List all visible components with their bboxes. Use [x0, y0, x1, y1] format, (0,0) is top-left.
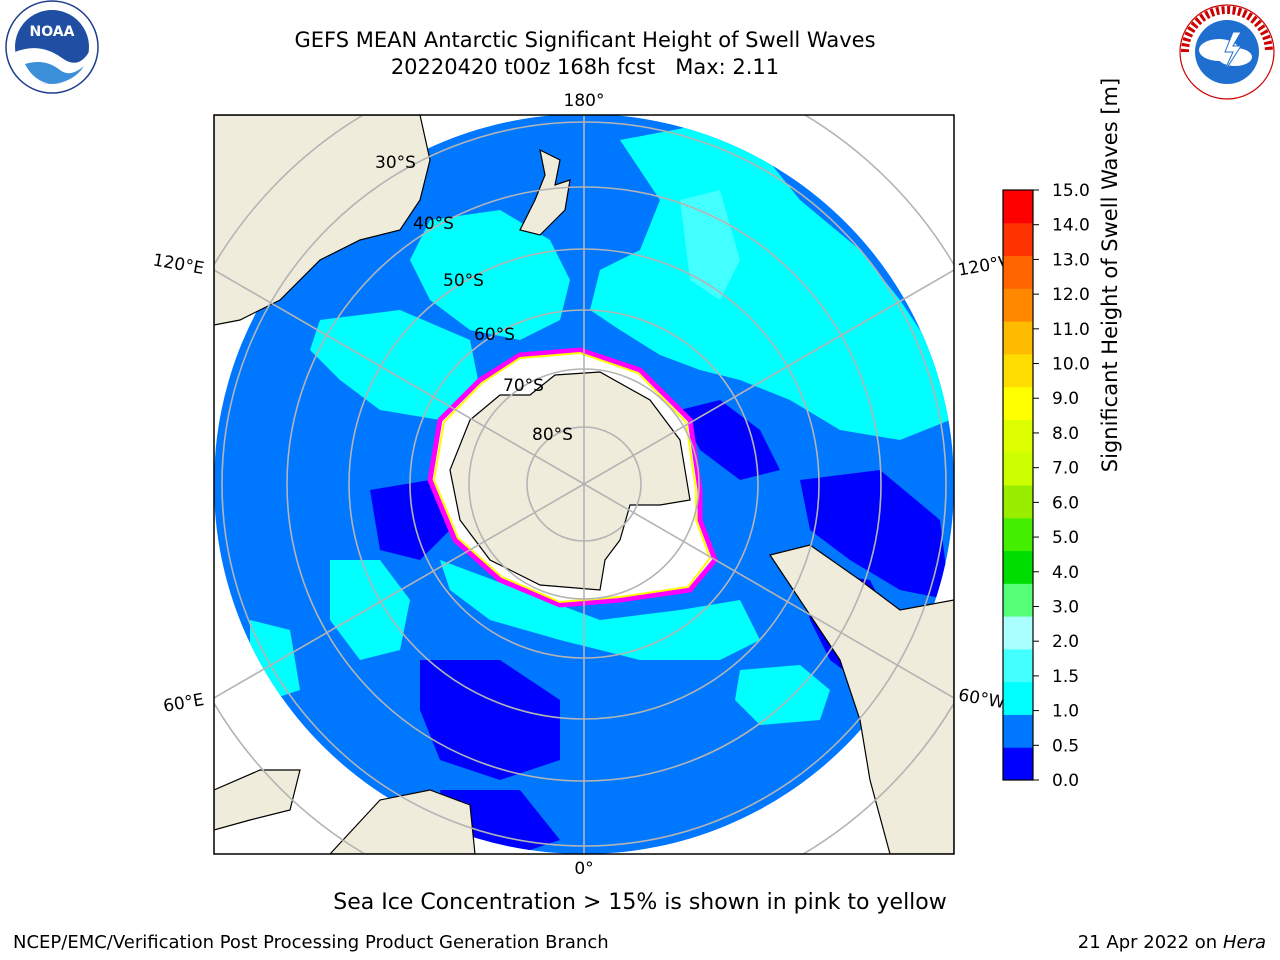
lon-label-60e: 60°E [162, 690, 206, 717]
colorbar-bin [1003, 321, 1033, 355]
colorbar-tick-label: 1.5 [1052, 667, 1079, 687]
lat-label-40s: 40°S [413, 214, 454, 234]
colorbar-tick-label: 2.0 [1052, 632, 1079, 652]
colorbar-tick-label: 13.0 [1052, 250, 1090, 270]
swell-area-low-south-africa [420, 660, 560, 780]
colorbar-tick-label: 3.0 [1052, 597, 1079, 617]
colorbar-tick-label: 6.0 [1052, 493, 1079, 513]
swell-area-weddell [440, 560, 760, 660]
colorbar-bin [1003, 648, 1033, 683]
lon-label-180: 180° [564, 91, 605, 111]
colorbar-bin [1003, 288, 1033, 322]
antarctica-land [449, 371, 691, 591]
lat-label-30s: 30°S [375, 153, 416, 173]
lat-label-60s: 60°S [474, 325, 515, 345]
sea-ice-edge-yellow [432, 351, 712, 604]
australia-land [214, 115, 431, 326]
lon-label-120e: 120°E [151, 250, 205, 279]
swell-area-low-drake [800, 470, 950, 600]
colorbar-tick-label: 14.0 [1052, 216, 1090, 236]
lat-label-80s: 80°S [532, 425, 573, 445]
footer-date-text: 21 Apr 2022 on [1077, 932, 1223, 953]
colorbar-tick-label: 4.0 [1052, 563, 1079, 583]
colorbar-bin [1003, 452, 1033, 486]
colorbar-bin [1003, 386, 1033, 420]
swell-area-low-indian [370, 480, 450, 560]
noaa-logo-text: NOAA [30, 24, 75, 40]
colorbar: 15.0 14.0 13.0 12.0 11.0 10.0 9.0 8.0 7.0 6.0 5.0 4… [1002, 181, 1090, 790]
sea-ice-note: Sea Ice Concentration > 15% is shown in … [333, 890, 947, 915]
colorbar-tick-label: 8.0 [1052, 424, 1079, 444]
colorbar-bin [1003, 190, 1033, 224]
colorbar-bin [1003, 550, 1033, 584]
colorbar-bins [1003, 190, 1033, 781]
colorbar-tick-label: 7.0 [1052, 459, 1079, 479]
colorbar-tick-label: 1.0 [1052, 702, 1079, 722]
new-zealand-land [519, 148, 571, 236]
colorbar-bin [1003, 616, 1033, 650]
colorbar-tick-label: 10.0 [1052, 355, 1090, 375]
south-america-land [769, 544, 954, 854]
polar-map: 180° 0° 120°E 120°W 60°E 60°W 30°S 40°S … [151, 91, 1017, 879]
footer-credit: NCEP/EMC/Verification Post Processing Pr… [13, 932, 609, 953]
colorbar-bin [1003, 747, 1033, 781]
colorbar-bin [1003, 714, 1033, 748]
footer-host: Hera [1222, 932, 1266, 953]
footer-date: 21 Apr 2022 on Hera [1078, 932, 1266, 953]
colorbar-bin [1003, 353, 1033, 388]
swell-area-low-amundsen [680, 400, 780, 480]
colorbar-bin [1003, 517, 1033, 552]
colorbar-tick-label: 5.0 [1052, 528, 1079, 548]
lon-label-0: 0° [574, 859, 593, 879]
colorbar-bin [1003, 255, 1033, 289]
colorbar-bin [1003, 681, 1033, 715]
swell-area-tasman [410, 210, 570, 340]
colorbar-frame [1002, 189, 1034, 781]
map-frame [213, 114, 955, 855]
colorbar-tick-label: 9.0 [1052, 389, 1079, 409]
colorbar-tick-label: 12.0 [1052, 285, 1090, 305]
graticule [214, 115, 954, 854]
madagascar-land [214, 769, 301, 831]
colorbar-label: Significant Height of Swell Waves [m] [1098, 77, 1122, 473]
map-title: GEFS MEAN Antarctic Significant Height o… [294, 28, 876, 52]
colorbar-tick-label: 0.0 [1052, 771, 1079, 790]
nws-logo [1179, 4, 1275, 100]
colorbar-tick-label: 0.5 [1052, 736, 1079, 756]
colorbar-tick-label: 15.0 [1052, 181, 1090, 201]
swell-area-south-of-australia [310, 310, 480, 420]
africa-land [329, 789, 476, 854]
colorbar-bin [1003, 485, 1033, 519]
lat-label-70s: 70°S [503, 376, 544, 396]
map-subtitle: 20220420 t00z 168h fcst Max: 2.11 [390, 55, 780, 79]
lat-label-50s: 50°S [443, 271, 484, 291]
colorbar-tick-label: 11.0 [1052, 320, 1090, 340]
continents [214, 115, 954, 854]
colorbar-bin [1003, 419, 1033, 453]
noaa-logo: NOAA [5, 0, 99, 94]
colorbar-bin [1003, 222, 1033, 257]
swell-area-peak [680, 190, 740, 300]
colorbar-bin [1003, 583, 1033, 617]
swell-area-indian-ocean [330, 560, 410, 660]
colorbar-ticks: 15.0 14.0 13.0 12.0 11.0 10.0 9.0 8.0 7.0 6.0 5.0 4… [1033, 181, 1090, 790]
